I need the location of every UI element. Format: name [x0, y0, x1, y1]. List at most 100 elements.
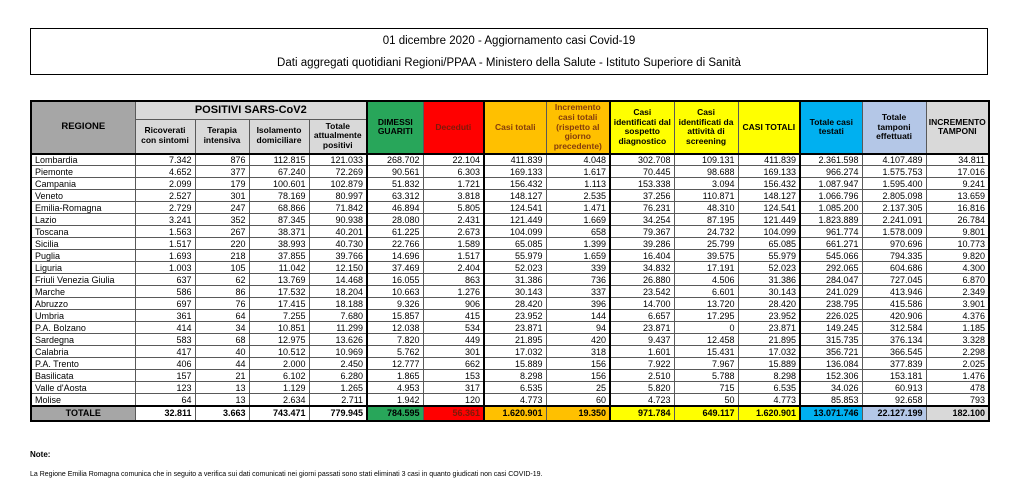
value-cell: 63.312 [366, 189, 424, 203]
column-group-positivi-sars-cov2: POSITIVI SARS-CoV2 [134, 100, 368, 120]
value-cell: 1.129 [248, 381, 310, 395]
table-row: Sardegna 583 68 12.975 13.626 7.820 449 21.895 4… [30, 333, 990, 347]
value-cell: 16.055 [366, 273, 424, 287]
value-cell: 736 [545, 273, 611, 287]
value-cell: 94 [545, 321, 611, 335]
total-row: TOTALE 32.811 3.663 743.471 779.945 784.595 56… [30, 405, 990, 422]
value-cell: 4.107.489 [861, 153, 927, 167]
total-value-cell: 1.620.901 [483, 405, 547, 422]
value-cell: 9.801 [925, 225, 990, 239]
column-header-incremento-casi-totali: Incremento casi totali (rispetto al gior… [545, 100, 611, 155]
value-cell: 715 [673, 381, 739, 395]
table-row: Marche 586 86 17.532 18.204 10.663 1.276 30.143… [30, 285, 990, 299]
value-cell: 12.150 [308, 261, 368, 275]
value-cell: 13.626 [308, 333, 368, 347]
value-cell: 1.399 [545, 237, 611, 251]
value-cell: 2.137.305 [861, 201, 927, 215]
value-cell: 90.938 [308, 213, 368, 227]
value-cell: 4.953 [366, 381, 424, 395]
value-cell: 318 [545, 345, 611, 359]
value-cell: 124.541 [483, 201, 547, 215]
value-cell: 23.952 [483, 309, 547, 323]
total-value-cell: 971.784 [609, 405, 675, 422]
value-cell: 1.669 [545, 213, 611, 227]
value-cell: 144 [545, 309, 611, 323]
value-cell: 86 [194, 285, 250, 299]
value-cell: 10.773 [925, 237, 990, 251]
total-value-cell: 3.663 [194, 405, 250, 422]
value-cell: 13 [194, 381, 250, 395]
value-cell: 152.306 [799, 369, 863, 383]
value-cell: 16.404 [609, 249, 675, 263]
value-cell: 6.535 [737, 381, 802, 395]
column-header-deceduti: Deceduti [422, 100, 485, 155]
value-cell: 268.702 [366, 153, 424, 167]
value-cell: 28.080 [366, 213, 424, 227]
column-header-totale-attualmente-positivi: Totale attualmente positivi [308, 118, 368, 155]
value-cell: 9.326 [366, 297, 424, 311]
value-cell: 61.225 [366, 225, 424, 239]
value-cell: 2.099 [134, 177, 196, 191]
value-cell: 2.404 [422, 261, 485, 275]
value-cell: 16.816 [925, 201, 990, 215]
value-cell: 226.025 [799, 309, 863, 323]
covid-data-table: REGIONE POSITIVI SARS-CoV2 DIMESSI GUARI… [30, 100, 991, 422]
column-header-casi-screening: Casi identificati da attività di screeni… [673, 100, 739, 155]
value-cell: 396 [545, 297, 611, 311]
column-header-incremento-tamponi: INCREMENTO TAMPONI [925, 100, 990, 155]
value-cell: 7.255 [248, 309, 310, 323]
page-subtitle: Dati aggregati quotidiani Regioni/PPAA -… [277, 57, 741, 69]
value-cell: 2.527 [134, 189, 196, 203]
value-cell: 17.032 [737, 345, 802, 359]
value-cell: 267 [194, 225, 250, 239]
value-cell: 1.563 [134, 225, 196, 239]
value-cell: 415 [422, 309, 485, 323]
value-cell: 1.113 [545, 177, 611, 191]
table-row: Piemonte 4.652 377 67.240 72.269 90.561 6.303 1… [30, 165, 990, 179]
value-cell: 9.241 [925, 177, 990, 191]
region-name: Sardegna [30, 333, 136, 347]
region-name: Molise [30, 393, 136, 407]
value-cell: 1.942 [366, 393, 424, 407]
value-cell: 90.561 [366, 165, 424, 179]
value-cell: 13.720 [673, 297, 739, 311]
value-cell: 153.338 [609, 177, 675, 191]
value-cell: 12.975 [248, 333, 310, 347]
value-cell: 1.575.753 [861, 165, 927, 179]
value-cell: 23.871 [483, 321, 547, 335]
value-cell: 420.906 [861, 309, 927, 323]
value-cell: 377 [194, 165, 250, 179]
note-heading: Note: [30, 450, 51, 459]
value-cell: 366.545 [861, 345, 927, 359]
value-cell: 85.853 [799, 393, 863, 407]
value-cell: 22.104 [422, 153, 485, 167]
value-cell: 25.799 [673, 237, 739, 251]
value-cell: 1.865 [366, 369, 424, 383]
value-cell: 301 [422, 345, 485, 359]
value-cell: 218 [194, 249, 250, 263]
value-cell: 109.131 [673, 153, 739, 167]
column-header-dimessi-guariti: DIMESSI GUARITI [366, 100, 424, 155]
value-cell: 876 [194, 153, 250, 167]
column-header-terapia-intensiva: Terapia intensiva [194, 118, 250, 155]
value-cell: 121.449 [737, 213, 802, 227]
value-cell: 60 [545, 393, 611, 407]
value-cell: 377.839 [861, 357, 927, 371]
region-name: Veneto [30, 189, 136, 203]
value-cell: 7.967 [673, 357, 739, 371]
value-cell: 241.029 [799, 285, 863, 299]
value-cell: 7.922 [609, 357, 675, 371]
value-cell: 238.795 [799, 297, 863, 311]
region-name: P.A. Trento [30, 357, 136, 371]
table-row: Lombardia 7.342 876 112.815 121.033 268.702 22… [30, 153, 990, 167]
value-cell: 156.432 [737, 177, 802, 191]
value-cell: 34.026 [799, 381, 863, 395]
value-cell: 2.298 [925, 345, 990, 359]
value-cell: 3.818 [422, 189, 485, 203]
value-cell: 10.851 [248, 321, 310, 335]
value-cell: 12.458 [673, 333, 739, 347]
value-cell: 9.437 [609, 333, 675, 347]
table-row: Calabria 417 40 10.512 10.969 5.762 301 17.032 3… [30, 345, 990, 359]
value-cell: 76 [194, 297, 250, 311]
value-cell: 34.254 [609, 213, 675, 227]
